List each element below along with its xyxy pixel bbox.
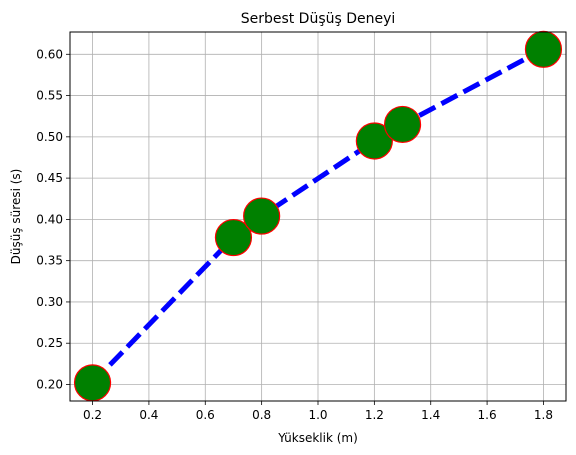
ticks: 0.2 0.4 0.6 0.8 1.0 1.2 1.4 1.6 1.8 0.20 0.25 0.30 0… bbox=[36, 47, 553, 422]
x-tick-label: 1.4 bbox=[421, 408, 440, 422]
x-tick-label: 0.4 bbox=[139, 408, 158, 422]
data-point bbox=[73, 364, 112, 402]
x-tick-label: 1.2 bbox=[365, 408, 384, 422]
y-tick-label: 0.30 bbox=[36, 295, 63, 309]
x-tick-label: 1.8 bbox=[534, 408, 553, 422]
x-axis-label: Yükseklik (m) bbox=[277, 431, 358, 445]
y-tick-label: 0.55 bbox=[36, 89, 63, 103]
y-tick-label: 0.20 bbox=[36, 377, 63, 391]
data-point bbox=[524, 30, 563, 68]
y-tick-label: 0.45 bbox=[36, 171, 63, 185]
y-tick-label: 0.60 bbox=[36, 47, 63, 61]
x-tick-label: 0.2 bbox=[83, 408, 102, 422]
data-point bbox=[383, 105, 422, 144]
data-point bbox=[355, 122, 393, 160]
series-line bbox=[90, 47, 545, 385]
data-point bbox=[243, 197, 281, 235]
y-tick-label: 0.35 bbox=[36, 254, 63, 268]
y-tick-label: 0.50 bbox=[36, 130, 63, 144]
y-axis-label: Düşüş süresi (s) bbox=[9, 169, 23, 265]
chart-title: Serbest Düşüş Deneyi bbox=[241, 11, 396, 27]
x-tick-label: 0.6 bbox=[196, 408, 215, 422]
x-tick-label: 1.0 bbox=[308, 408, 327, 422]
series-group bbox=[73, 30, 563, 402]
data-point bbox=[214, 218, 253, 257]
y-tick-label: 0.40 bbox=[36, 212, 63, 226]
y-tick-label: 0.25 bbox=[36, 336, 63, 350]
x-tick-label: 1.6 bbox=[478, 408, 497, 422]
x-tick-label: 0.8 bbox=[252, 408, 271, 422]
